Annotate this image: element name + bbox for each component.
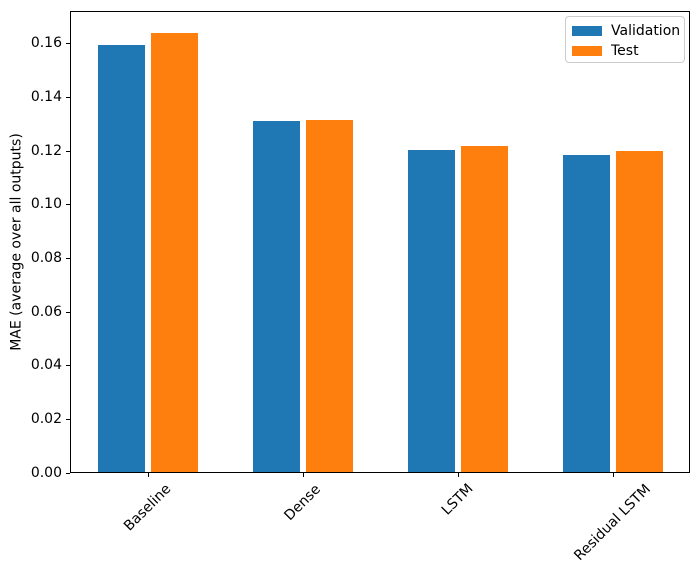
x-tick [457,473,459,477]
legend-item-test: Test [566,41,684,61]
legend-swatch-validation [572,26,602,36]
legend-swatch-test [572,46,602,56]
bar-test-lstm [460,145,508,473]
x-tick [147,473,149,477]
x-tick-label: Baseline [120,480,174,535]
y-tick [66,43,70,45]
x-tick-label: Residual LSTM [570,481,654,564]
bar-validation-lstm [407,149,455,473]
y-tick-label: 0.08 [30,249,62,266]
y-tick-label: 0.06 [30,303,62,320]
y-tick [66,257,70,259]
y-tick [66,418,70,420]
y-tick [66,365,70,367]
y-tick-label: 0.04 [30,357,62,374]
y-tick-label: 0.14 [30,88,62,105]
y-tick [66,311,70,313]
legend: Validation Test [565,16,685,63]
legend-item-validation: Validation [566,21,684,41]
x-tick-label: Dense [280,480,324,524]
bar-validation-dense [252,120,300,473]
y-tick-label: 0.16 [30,35,62,52]
y-tick-label: 0.02 [30,410,62,427]
y-tick-label: 0.12 [30,142,62,159]
y-tick-label: 0.10 [30,196,62,213]
y-tick-label: 0.00 [30,464,62,481]
x-tick-label: LSTM [438,480,477,519]
bar-validation-baseline [97,45,145,473]
y-tick [66,96,70,98]
bar-test-baseline [150,33,198,473]
x-tick [612,473,614,477]
y-tick [66,204,70,206]
bar-validation-residual-lstm [562,155,610,473]
y-tick [66,150,70,152]
y-tick [66,472,70,474]
legend-label: Validation [611,22,681,39]
bar-test-dense [305,119,353,473]
legend-label: Test [611,42,639,59]
x-tick [302,473,304,477]
bar-test-residual-lstm [615,151,663,473]
